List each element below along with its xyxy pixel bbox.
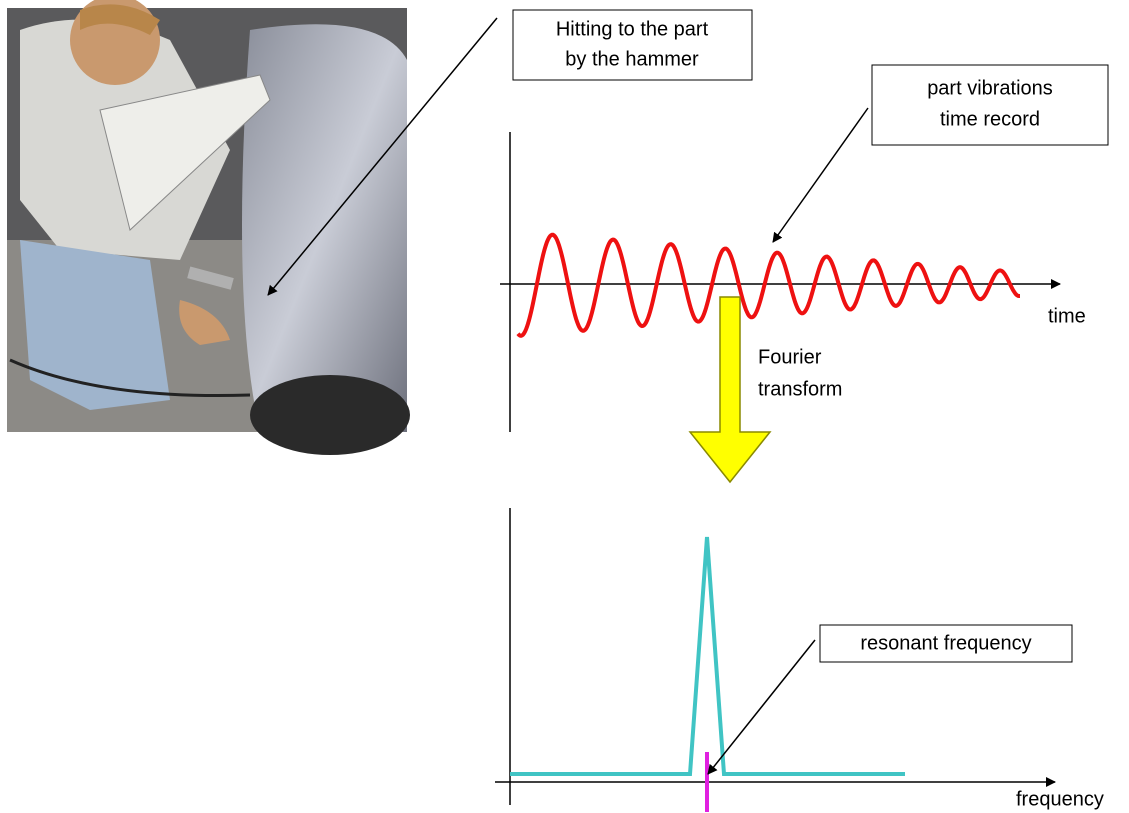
- pointer: [708, 640, 815, 774]
- page: Hitting to the part by the hammer part v…: [0, 0, 1129, 813]
- callout-text: time record: [940, 108, 1040, 130]
- callout-text: Hitting to the part: [556, 18, 709, 40]
- axis-label: time: [1048, 305, 1086, 327]
- arrow-label: transform: [758, 378, 842, 400]
- callout-text: part vibrations: [927, 77, 1053, 99]
- vibration-wave: [518, 235, 1020, 336]
- callout-text: resonant frequency: [860, 632, 1031, 654]
- axis-label: frequency: [1016, 788, 1104, 810]
- callout-text: by the hammer: [565, 48, 699, 70]
- photo: [7, 0, 410, 455]
- diagram: Hitting to the part by the hammer part v…: [0, 0, 1129, 813]
- pointer: [773, 108, 868, 242]
- arrow-label: Fourier: [758, 346, 822, 368]
